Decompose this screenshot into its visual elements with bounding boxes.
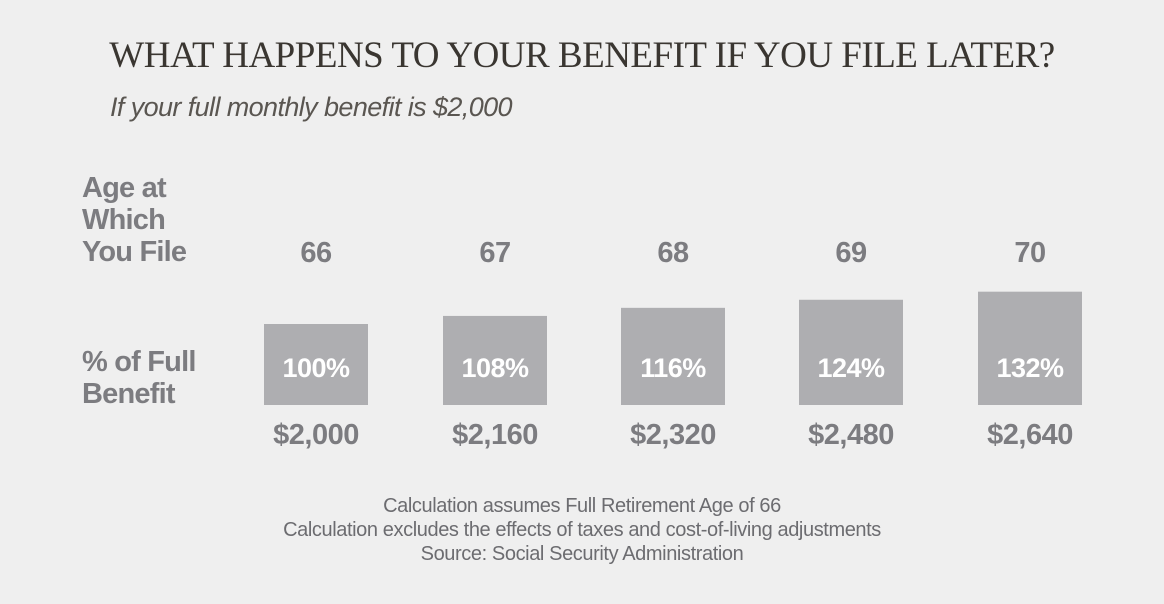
age-tick-label: 70 — [1014, 237, 1045, 269]
age-tick-label: 69 — [835, 237, 867, 269]
bar-value-label: 100% — [282, 353, 350, 383]
footnote-line: Calculation assumes Full Retirement Age … — [383, 495, 781, 517]
age-row-label: Age at Which You File — [82, 172, 187, 268]
bar-value-label: 116% — [640, 353, 706, 383]
dollar-amount-label: $2,640 — [987, 419, 1073, 451]
age-tick-label: 67 — [479, 237, 510, 269]
bar-value-label: 108% — [461, 353, 529, 383]
bar — [799, 299, 903, 405]
footnote-line: Source: Social Security Administration — [420, 543, 744, 565]
bar — [264, 324, 368, 405]
age-row-label-line: You File — [82, 236, 187, 268]
dollar-amount-label: $2,160 — [452, 419, 538, 451]
chart-subtitle: If your full monthly benefit is $2,000 — [110, 92, 513, 122]
bar — [621, 307, 725, 405]
dollar-amount-label: $2,000 — [273, 419, 359, 451]
age-tick-label: 66 — [300, 237, 332, 269]
bar-value-label: 124% — [817, 353, 885, 383]
age-row-label-line: Age at — [82, 172, 167, 204]
dollar-amount-label: $2,320 — [630, 419, 716, 451]
percent-row-label: % of Full Benefit — [82, 346, 196, 410]
age-tick-label: 68 — [657, 237, 689, 269]
dollar-amount-label: $2,480 — [808, 419, 894, 451]
footnotes: Calculation assumes Full Retirement Age … — [0, 494, 1164, 566]
percent-row-label-line: Benefit — [82, 378, 175, 410]
bar — [978, 291, 1082, 405]
bar — [443, 315, 547, 405]
chart-title: WHAT HAPPENS TO YOUR BENEFIT IF YOU FILE… — [109, 35, 1055, 76]
footnote-line: Calculation excludes the effects of taxe… — [283, 519, 881, 541]
bar-value-label: 132% — [996, 353, 1064, 383]
age-row-label-line: Which — [82, 204, 166, 236]
percent-row-label-line: % of Full — [82, 346, 196, 378]
